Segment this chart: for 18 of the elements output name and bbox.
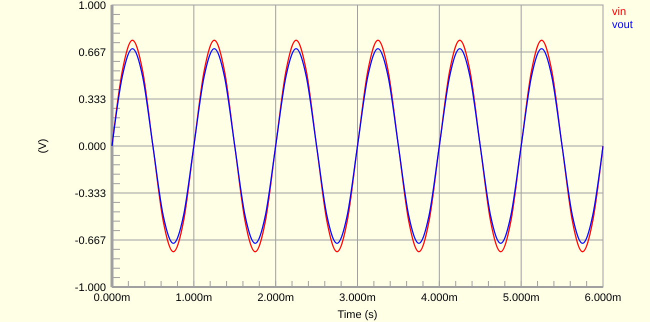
y-tick-label: 0.000 — [78, 140, 106, 153]
x-axis-title: Time (s) — [338, 309, 378, 321]
x-tick-label: 3.000m — [339, 292, 376, 304]
y-tick-label: 1.000 — [78, 0, 106, 12]
y-tick-label: -1.000 — [74, 282, 106, 294]
y-tick-label: 0.667 — [78, 46, 106, 59]
y-tick-label: -0.333 — [74, 188, 106, 200]
y-tick-label: 0.333 — [78, 94, 106, 106]
x-tick-label: 0.000m — [94, 292, 130, 304]
y-axis-title: (V) — [37, 138, 49, 154]
y-tick-label: -0.667 — [74, 234, 106, 247]
x-tick-label: 6.000m — [584, 292, 622, 304]
text: vout — [612, 19, 633, 31]
x-tick-label: 4.000m — [420, 292, 458, 304]
x-tick-label: 5.000m — [502, 292, 540, 304]
text: vin — [612, 6, 626, 18]
x-tick-label: 1.000m — [175, 292, 212, 304]
x-tick-label: 2.000m — [257, 292, 294, 304]
